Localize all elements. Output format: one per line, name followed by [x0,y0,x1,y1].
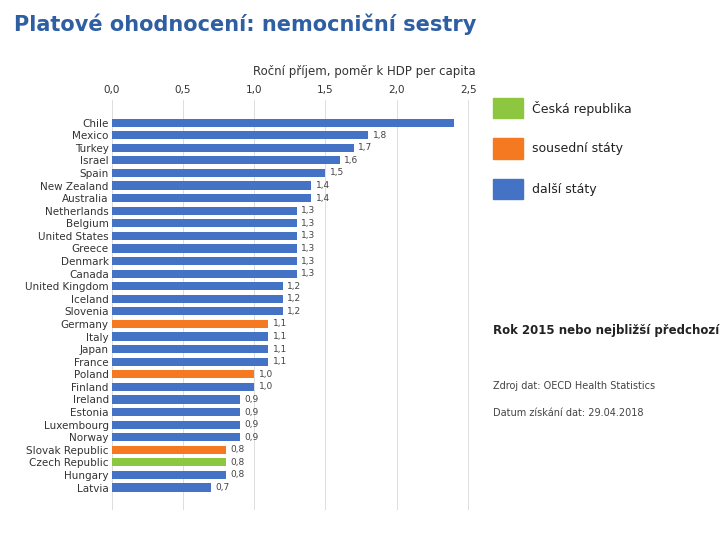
Text: 1,8: 1,8 [372,131,387,140]
Text: 1,1: 1,1 [273,357,287,366]
Bar [112,483,212,491]
Bar [112,370,254,379]
Text: 1,3: 1,3 [301,269,315,278]
Text: 1,1: 1,1 [273,345,287,354]
Text: 1,5: 1,5 [330,168,344,178]
Bar [112,320,269,328]
Text: 1,2: 1,2 [287,307,301,316]
Bar [112,333,269,341]
Bar [112,144,354,152]
Bar [112,395,240,403]
Bar [112,207,297,215]
Bar [112,257,297,265]
Text: Platové ohodnocení: nemocniční sestry: Platové ohodnocení: nemocniční sestry [14,14,477,35]
Bar [112,219,297,227]
Bar [112,421,240,429]
Bar [112,282,283,291]
Text: 1,2: 1,2 [287,282,301,291]
Text: 1,3: 1,3 [301,256,315,266]
Text: 0,9: 0,9 [244,420,258,429]
Bar [112,307,283,315]
Text: 0,9: 0,9 [244,408,258,416]
Text: 1,4: 1,4 [315,181,330,190]
Text: 1,2: 1,2 [287,294,301,303]
Text: 0,8: 0,8 [230,470,244,480]
Text: 1,3: 1,3 [301,244,315,253]
Text: 1,6: 1,6 [344,156,359,165]
Bar [112,295,283,303]
Text: 1,4: 1,4 [315,194,330,202]
Bar [112,383,254,391]
Text: Rok 2015 nebo nejbližší předchozí rok: Rok 2015 nebo nejbližší předchozí rok [493,324,720,337]
Bar [112,458,225,467]
Text: 1,1: 1,1 [273,332,287,341]
Text: 1,1: 1,1 [273,320,287,328]
Text: 1,0: 1,0 [258,370,273,379]
Text: 1,3: 1,3 [301,232,315,240]
Bar [112,131,368,139]
Bar [112,446,225,454]
Text: 1,7: 1,7 [359,143,372,152]
Text: 1,3: 1,3 [301,219,315,228]
Bar [112,119,454,127]
Bar [112,471,225,479]
Bar [112,345,269,353]
Text: 0,7: 0,7 [216,483,230,492]
Text: 1,0: 1,0 [258,382,273,392]
Text: Datum získání dat: 29.04.2018: Datum získání dat: 29.04.2018 [493,408,644,418]
Bar [112,245,297,253]
Text: sousední státy: sousední státy [532,142,623,155]
Bar [112,156,340,165]
Bar [112,269,297,278]
Bar [112,408,240,416]
Bar [112,232,297,240]
Text: Zdroj dat: OECD Health Statistics: Zdroj dat: OECD Health Statistics [493,381,655,391]
Bar [112,433,240,441]
Text: Roční příjem, poměr k HDP per capita: Roční příjem, poměr k HDP per capita [253,65,475,78]
Bar [112,357,269,366]
Text: 1,3: 1,3 [301,206,315,215]
Text: 0,9: 0,9 [244,395,258,404]
Bar [112,169,325,177]
Text: další státy: další státy [532,183,597,195]
Text: 0,8: 0,8 [230,458,244,467]
Text: 0,9: 0,9 [244,433,258,442]
Text: ÚZIS   IBA: ÚZIS IBA [651,522,706,531]
Bar [112,181,311,190]
Text: 0,8: 0,8 [230,446,244,454]
Bar [112,194,311,202]
Text: Česká republika: Česká republika [532,100,632,116]
